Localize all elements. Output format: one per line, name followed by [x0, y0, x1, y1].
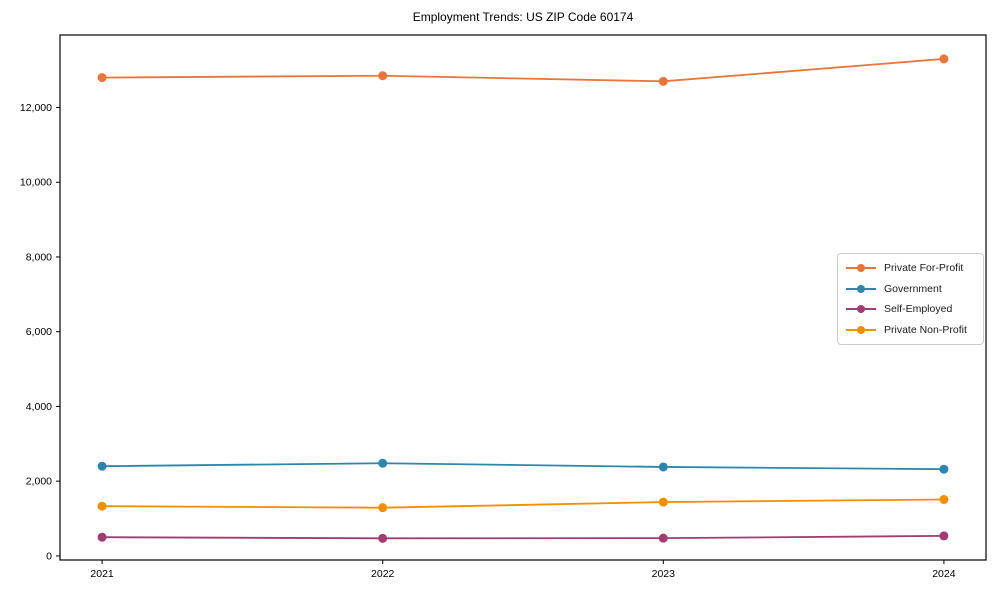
legend-label: Government	[884, 282, 942, 295]
series-marker-self-employed	[939, 531, 949, 541]
series-marker-government	[939, 464, 949, 474]
legend-marker-icon	[846, 284, 876, 294]
legend-item-government: Government	[846, 281, 974, 297]
y-tick-label: 2,000	[26, 476, 52, 488]
legend-marker-icon	[846, 325, 876, 335]
series-line-private-non-profit	[102, 498, 944, 509]
y-tick-label: 8,000	[26, 251, 52, 263]
series-marker-private-non-profit	[939, 494, 949, 504]
series-marker-private-for-profit	[658, 76, 668, 86]
series-line-government	[102, 462, 944, 471]
series-marker-private-for-profit	[97, 73, 107, 83]
legend: Private For-Profit Government Self-Emplo…	[837, 253, 984, 345]
axes-frame	[59, 34, 987, 561]
legend-label: Self-Employed	[884, 303, 953, 315]
series-marker-government	[378, 458, 388, 468]
series-marker-private-for-profit	[378, 71, 388, 81]
legend-item-self-employed: Self-Employed	[846, 301, 974, 317]
x-tick-label: 2021	[90, 568, 114, 580]
series-marker-private-non-profit	[97, 501, 107, 511]
series-marker-self-employed	[97, 532, 107, 542]
series-lines	[97, 54, 949, 543]
series-marker-government	[658, 462, 668, 472]
series-marker-private-for-profit	[939, 54, 949, 64]
x-tick-label: 2023	[652, 568, 676, 580]
chart-title: Employment Trends: US ZIP Code 60174	[412, 10, 634, 24]
legend-item-private-non-profit: Private Non-Profit	[846, 322, 974, 338]
legend-label: Private For-Profit	[884, 262, 964, 274]
legend-item-private-for-profit: Private For-Profit	[846, 260, 974, 276]
series-line-self-employed	[102, 534, 944, 540]
series-marker-self-employed	[378, 533, 388, 543]
y-tick-label: 0	[46, 550, 52, 562]
legend-label: Private Non-Profit	[884, 323, 967, 336]
legend-marker-icon	[846, 263, 876, 273]
series-line-private-for-profit	[102, 58, 944, 83]
x-tick-label: 2022	[371, 568, 395, 580]
series-marker-private-non-profit	[658, 497, 668, 507]
series-marker-government	[97, 461, 107, 471]
y-tick-label: 6,000	[26, 326, 52, 338]
y-tick-label: 12,000	[20, 102, 52, 114]
series-marker-private-non-profit	[378, 503, 388, 513]
y-tick-label: 10,000	[20, 177, 52, 189]
series-marker-self-employed	[658, 533, 668, 543]
legend-marker-icon	[846, 304, 876, 314]
axis-ticks: 0 2,000 4,000 6,000 8,000 10,000 12,000 2021 202…	[20, 102, 956, 580]
y-tick-label: 4,000	[26, 401, 52, 413]
x-tick-label: 2024	[932, 568, 956, 580]
